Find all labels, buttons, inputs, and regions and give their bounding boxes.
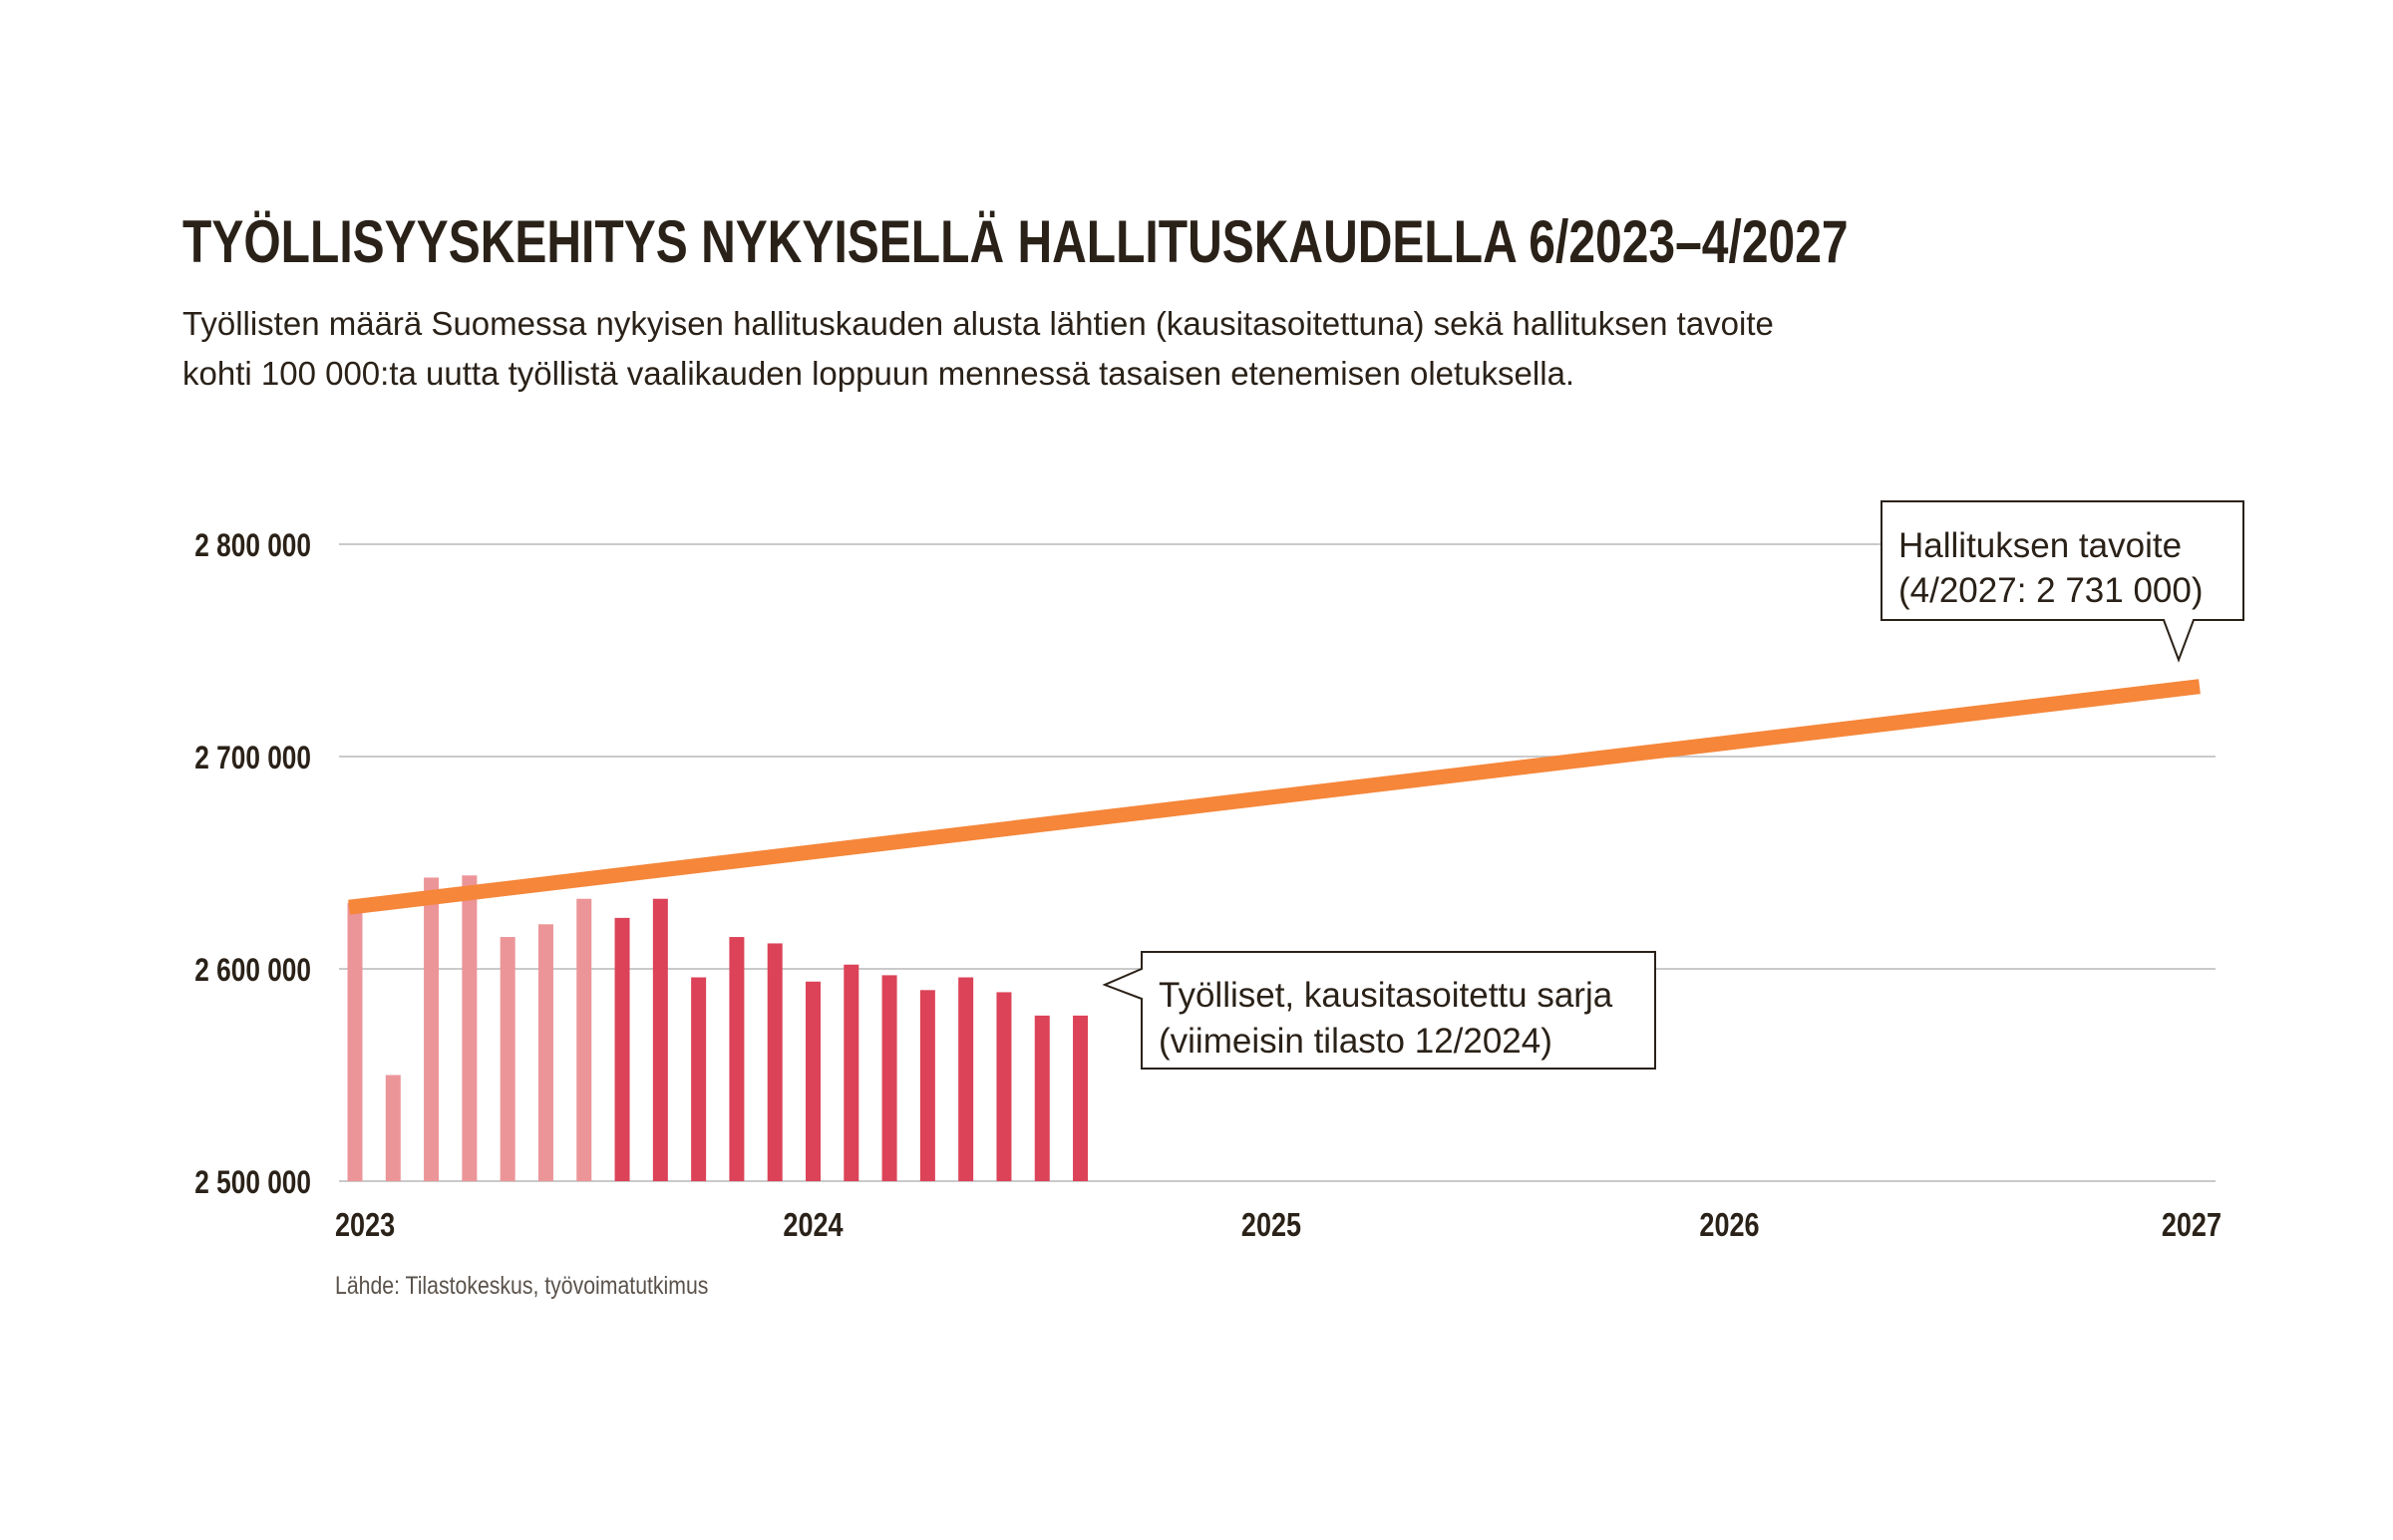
bar [537, 924, 553, 1181]
bar-series [347, 875, 1089, 1181]
target-line [348, 679, 2201, 915]
bar [729, 937, 745, 1181]
bar [462, 875, 478, 1181]
bar [996, 992, 1012, 1181]
bar [385, 1075, 401, 1181]
y-tick-label: 2 700 000 [194, 742, 311, 776]
y-tick-label: 2 500 000 [194, 1166, 311, 1201]
bar [1034, 1015, 1050, 1181]
chart-title: TYÖLLISYYSKEHITYS NYKYISELLÄ HALLITUSKAU… [182, 208, 1849, 275]
bar [691, 977, 707, 1181]
subtitle-line-2: kohti 100 000:ta uutta työllistä vaalika… [182, 355, 1575, 392]
bar [958, 977, 974, 1181]
x-tick-label: 2026 [1699, 1208, 1759, 1244]
callout-series-box [1102, 951, 1656, 1070]
bar [424, 877, 440, 1181]
subtitle-line-1: Työllisten määrä Suomessa nykyisen halli… [182, 305, 1774, 342]
bar [576, 898, 592, 1181]
chart-subtitle: Työllisten määrä Suomessa nykyisen halli… [182, 299, 1977, 399]
y-tick-label: 2 800 000 [194, 529, 311, 564]
bar [806, 981, 821, 1181]
bar [1073, 1015, 1089, 1181]
bar [614, 917, 630, 1181]
callout-target: Hallituksen tavoite (4/2027: 2 731 000) [1880, 500, 2244, 663]
bar [347, 902, 363, 1181]
x-tick-label: 2024 [783, 1208, 843, 1244]
x-tick-label: 2023 [335, 1208, 395, 1244]
bar [881, 975, 897, 1181]
source-note: Lähde: Tilastokeskus, työvoimatutkimus [335, 1272, 709, 1300]
bar [767, 943, 783, 1181]
callout-series-line-2: (viimeisin tilasto 12/2024) [1159, 1022, 1552, 1061]
target-line-series [348, 679, 2201, 915]
x-tick-label: 2027 [2162, 1208, 2222, 1244]
bar [919, 990, 935, 1181]
y-tick-label: 2 600 000 [194, 954, 311, 989]
callout-target-line-2: (4/2027: 2 731 000) [1898, 571, 2204, 610]
bar [652, 898, 668, 1181]
x-tick-label: 2025 [1241, 1208, 1301, 1244]
callout-series-line-1: Työlliset, kausitasoitettu sarja [1159, 976, 1613, 1015]
callout-series: Työlliset, kausitasoitettu sarja (viimei… [1102, 951, 1656, 1070]
y-axis-ticks: 2 500 000 2 600 000 2 700 000 2 800 000 [194, 529, 311, 1201]
x-axis-ticks: 2023 2024 2025 2026 2027 [335, 1208, 2222, 1244]
bar [500, 937, 515, 1181]
callout-target-line-1: Hallituksen tavoite [1898, 526, 2182, 565]
callout-target-box [1880, 500, 2244, 663]
bar [844, 964, 859, 1181]
